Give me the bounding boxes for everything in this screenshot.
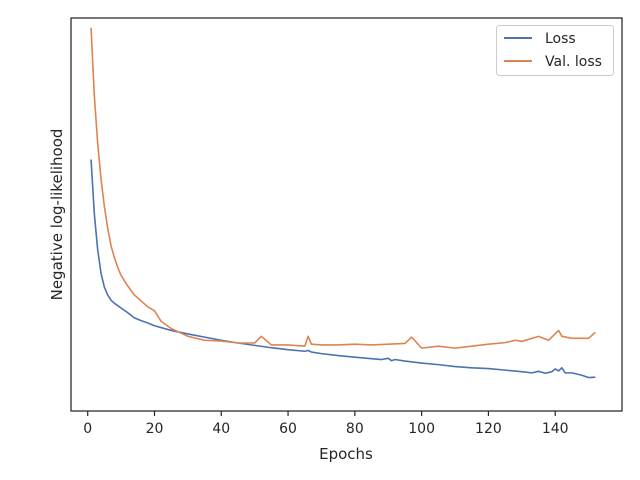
x-tick-label: 20 [146, 421, 164, 437]
y-axis-label: Negative log-likelihood [48, 129, 66, 301]
x-tick-label: 0 [83, 421, 92, 437]
x-tick-label: 60 [279, 421, 297, 437]
axes-frame [70, 17, 623, 412]
x-tick-label: 140 [542, 421, 569, 437]
legend-label-val-loss: Val. loss [545, 54, 602, 70]
series-line-loss [90, 159, 596, 379]
x-axis-label: Epochs [319, 445, 373, 463]
plot-area [90, 27, 596, 379]
series-line-val-loss [90, 27, 596, 349]
x-tick-label: 40 [212, 421, 230, 437]
x-axis-ticks: 0 20 40 60 80 100 120 140 [83, 411, 569, 437]
legend: Loss Val. loss [496, 25, 614, 76]
x-tick-label: 100 [408, 421, 435, 437]
x-tick-label: 80 [346, 421, 364, 437]
legend-label-loss: Loss [545, 31, 576, 47]
x-tick-label: 120 [475, 421, 502, 437]
